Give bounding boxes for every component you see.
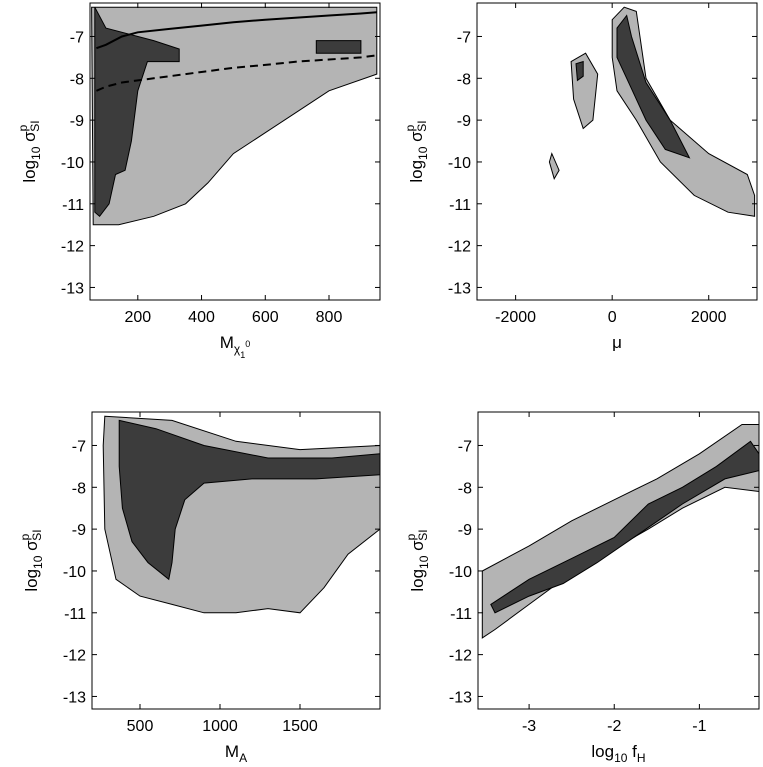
curve-solid (96, 11, 377, 50)
x-axis-label: μ (612, 333, 622, 352)
contour-area (91, 6, 378, 226)
region-inner (118, 419, 380, 581)
y-tick-label: -10 (449, 564, 472, 581)
contour-area (481, 424, 759, 639)
panel-4: -3 -2 -1 -13 -12 -11 -10 -9 -8 -7 log10 fH log10 σp… (404, 411, 760, 765)
y-tick-label: -13 (63, 689, 86, 706)
x-tick-label: 0 (608, 309, 617, 326)
y-tick-label: -11 (62, 197, 84, 214)
y-tick-label: -7 (457, 29, 471, 46)
y-tick-label: -13 (61, 280, 84, 297)
contour-area (548, 6, 756, 217)
x-tick-label: 1000 (202, 718, 238, 735)
y-axis-label: log10 σpSI (18, 529, 45, 591)
x-axis-label: Mχ10 (220, 333, 251, 360)
axes-frame (477, 411, 760, 710)
panel-3: 500 1000 1500 -13 -12 -11 -10 -9 -8 -7 MA log10 σpS… (18, 411, 381, 765)
contour-area (102, 415, 380, 614)
y-tick-label: -8 (70, 71, 84, 88)
y-tick-label: -12 (63, 648, 86, 665)
region-inner (94, 6, 180, 218)
y-tick-label: -8 (72, 480, 86, 497)
axes-frame (89, 2, 381, 301)
region-outer-extra-2 (548, 152, 560, 180)
y-tick-label: -11 (64, 606, 86, 623)
y-tick-label: -11 (450, 606, 472, 623)
y-tick-label: -11 (449, 197, 471, 214)
y-axis-label: log10 σpSI (403, 120, 430, 182)
axes-frame (476, 2, 758, 301)
x-axis-label: MA (225, 742, 247, 765)
x-tick-label: -2 (607, 718, 621, 735)
x-tick-label: 200 (124, 309, 151, 326)
y-tick-label: -9 (458, 522, 472, 539)
region-inner-extra-1 (315, 40, 362, 54)
x-axis-label: log10 fH (591, 742, 645, 765)
y-tick-label: -7 (70, 29, 84, 46)
x-tick-label: 2000 (691, 309, 727, 326)
x-tick-label: 400 (188, 309, 215, 326)
y-axis-label: log10 σpSI (16, 120, 43, 182)
x-tick-label: -1 (692, 718, 706, 735)
y-tick-label: -9 (72, 522, 86, 539)
y-tick-label: -7 (458, 438, 472, 455)
x-tick-label: 1500 (282, 718, 318, 735)
x-tick-label: 800 (316, 309, 343, 326)
y-tick-label: -9 (70, 113, 84, 130)
axes-frame (91, 411, 381, 710)
panel-1: 200 400 600 800 -13 -12 -11 -10 -9 -8 -7 Mχ10 log10 … (16, 2, 381, 360)
y-tick-label: -10 (61, 155, 84, 172)
y-tick-label: -13 (449, 689, 472, 706)
x-tick-label: 600 (252, 309, 279, 326)
region-inner (616, 14, 691, 159)
y-tick-label: -9 (457, 113, 471, 130)
x-tick-label: 500 (127, 718, 154, 735)
y-tick-label: -8 (457, 71, 471, 88)
y-tick-label: -7 (72, 438, 86, 455)
x-tick-label: -3 (522, 718, 536, 735)
y-tick-label: -12 (448, 239, 471, 256)
y-tick-label: -8 (458, 480, 472, 497)
y-tick-label: -10 (448, 155, 471, 172)
panel-2: -2000 0 2000 -13 -12 -11 -10 -9 -8 -7 μ log10 σpSI (403, 2, 758, 352)
y-tick-label: -13 (448, 280, 471, 297)
region-inner (490, 440, 759, 614)
curve-dashed (96, 54, 377, 92)
region-outer (611, 6, 756, 217)
y-tick-label: -12 (61, 239, 84, 256)
y-tick-label: -12 (449, 648, 472, 665)
y-axis-label: log10 σpSI (404, 529, 431, 591)
region-inner-extra-1 (575, 60, 584, 82)
y-tick-label: -10 (63, 564, 86, 581)
x-tick-label: -2000 (495, 309, 536, 326)
